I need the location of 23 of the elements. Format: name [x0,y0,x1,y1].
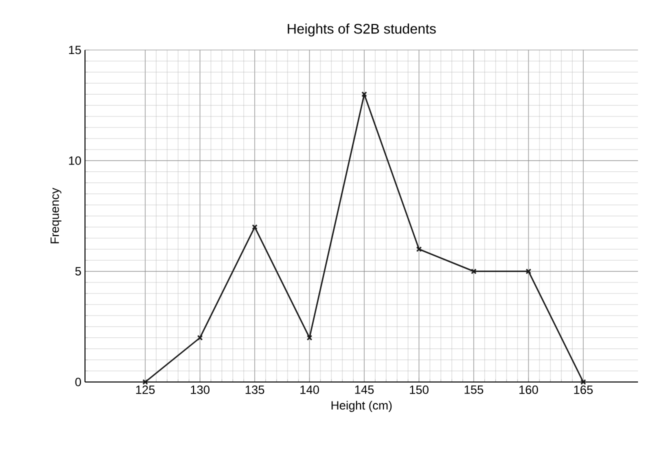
point [361,91,368,98]
x-tick-label: 135 [246,386,264,394]
point [470,268,477,274]
x-tick-label: 125 [136,386,155,394]
x-tick-label: 155 [464,386,484,394]
point [306,334,312,341]
x-tick-label: 160 [519,386,538,394]
point [526,268,532,274]
x-axis-title: Height (cm) [332,400,392,412]
x-tick-label: 130 [190,386,210,394]
x-tick-label: 150 [410,386,428,394]
y-tick-label: 10 [69,156,82,165]
x-tick-label: 165 [574,386,593,394]
chart-title: Heights of S2B students [288,23,436,36]
point [197,334,203,341]
y-tick-label: 15 [69,46,81,54]
y-tick-label: 5 [75,267,81,276]
y-axis-title: Frequency [50,188,62,244]
y-tick-label: 0 [75,378,82,386]
point [252,224,258,230]
point [416,246,422,252]
x-tick-label: 145 [355,386,374,394]
x-tick-label: 140 [300,386,319,394]
